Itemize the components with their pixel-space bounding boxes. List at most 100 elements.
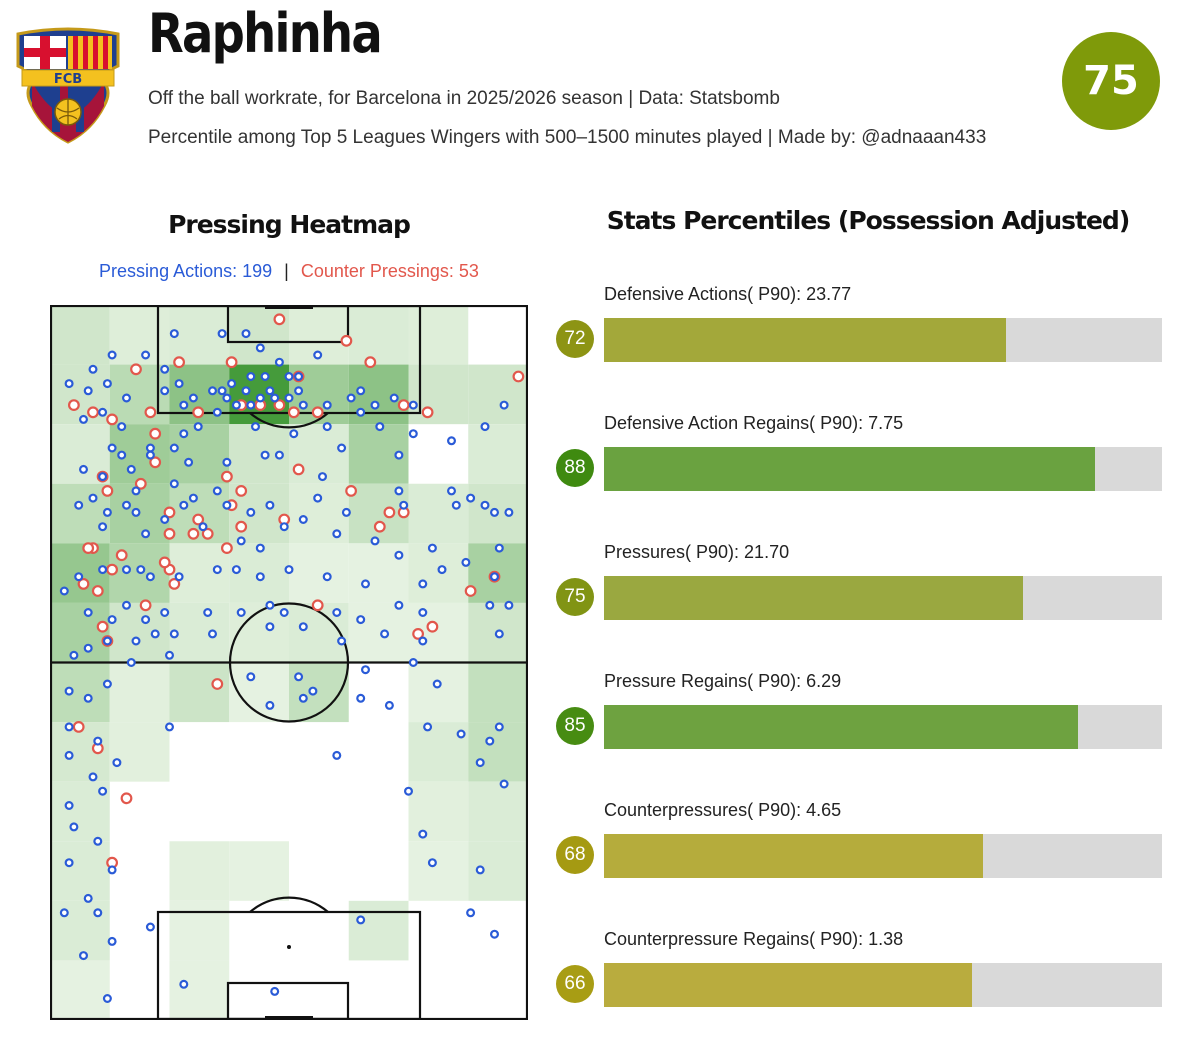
pressing-action-point (332, 750, 342, 760)
heatmap-cell (169, 662, 230, 723)
pressing-action-point (102, 636, 112, 646)
counter-pressing-point (192, 513, 205, 526)
pressing-action-point (270, 393, 280, 403)
counter-pressing-point (211, 678, 224, 690)
pressing-action-point (83, 608, 93, 618)
pressing-action-point (404, 786, 414, 796)
pressing-action-point (241, 386, 251, 396)
counter-pressing-point (163, 527, 176, 540)
pressing-action-point (284, 565, 294, 575)
pressing-action-point (356, 693, 366, 703)
pressing-action-point (255, 543, 265, 553)
pressing-action-point (389, 393, 399, 403)
counter-pressing-point (168, 578, 181, 590)
pressing-action-points (59, 329, 514, 1003)
top-penalty-arc (249, 412, 329, 429)
pressing-action-point (418, 579, 428, 589)
pressing-action-point (227, 379, 237, 389)
pressing-action-point (294, 672, 304, 682)
pressing-action-point (279, 608, 289, 618)
pressing-action-point (298, 622, 308, 632)
pressing-action-point (198, 522, 208, 532)
counter-pressing-point (77, 578, 90, 590)
pressing-action-point (394, 600, 404, 610)
counter-pressing-point (340, 334, 353, 347)
pressing-action-point (313, 493, 323, 503)
pressing-action-point (150, 629, 160, 639)
pressing-action-point (265, 622, 275, 632)
heatmap-cell (408, 364, 469, 425)
pressing-action-point (83, 693, 93, 703)
stat-row: Defensive Action Regains( P90): 7.75 88 (556, 413, 1162, 523)
pressing-action-point (217, 386, 227, 396)
pressing-action-point (126, 658, 136, 668)
pressing-action-point (356, 915, 366, 925)
pressing-action-point (260, 450, 270, 460)
pressing-action-point (164, 722, 174, 732)
heatmap-cell (109, 305, 170, 365)
pressing-action-point (423, 722, 433, 732)
pressing-action-point (64, 750, 74, 760)
pressing-action-point (203, 608, 213, 618)
counter-pressing-point (201, 527, 214, 540)
stat-label: Defensive Actions( P90): 23.77 (604, 284, 852, 304)
counter-pressing-point (87, 406, 99, 419)
overall-score-badge: 75 (1062, 32, 1160, 130)
percentile-bar-track (604, 576, 1162, 620)
bottom-penalty-spot (287, 945, 291, 949)
pressing-action-point (461, 557, 471, 567)
counter-pressing-point (273, 399, 286, 411)
pressing-action-point (169, 329, 179, 339)
pressing-action-point (494, 722, 504, 732)
pressing-action-point (141, 350, 151, 360)
pressing-action-point (284, 393, 294, 403)
pressing-action-point (98, 786, 108, 796)
heatmap-cell (348, 305, 409, 365)
heatmap-cell (109, 602, 170, 663)
pressing-action-point (332, 529, 342, 539)
pressing-action-point (394, 550, 404, 560)
pressing-action-point (332, 608, 342, 618)
heatmap-title: Pressing Heatmap (168, 210, 411, 239)
pressing-action-point (64, 801, 74, 811)
percentile-bar (604, 576, 1023, 620)
stat-label: Counterpressure Regains( P90): 1.38 (604, 929, 904, 949)
counter-pressing-point (139, 599, 152, 612)
pressing-action-point (160, 515, 170, 525)
heatmap-cell (348, 602, 409, 663)
counter-pressing-point (187, 527, 200, 540)
heatmap-cell (50, 841, 110, 901)
pressing-action-point (145, 443, 155, 453)
barcelona-crest-logo: FCB (16, 27, 120, 144)
pressing-action-point (179, 429, 189, 439)
counter-pressing-point (120, 792, 133, 805)
counter-pressing-point (464, 585, 477, 597)
heatmap-cell (408, 305, 469, 365)
percentile-bar-track (604, 705, 1162, 749)
heatmap-cell (408, 662, 469, 723)
pressing-action-point (346, 393, 356, 403)
percentile-bar (604, 834, 984, 878)
pressing-action-point (265, 386, 275, 396)
pressing-action-point (274, 450, 284, 460)
pressing-action-point (418, 829, 428, 839)
counter-pressing-point (311, 406, 324, 419)
pressing-action-point (265, 500, 275, 510)
percentile-bar-track (604, 318, 1162, 362)
pressing-action-point (499, 400, 509, 410)
pressing-action-point (193, 422, 203, 432)
pressing-action-point (145, 572, 155, 582)
pressing-action-point (212, 565, 222, 575)
pressing-action-point (270, 986, 280, 996)
heatmap-cell (468, 424, 528, 484)
pressing-action-point (361, 665, 371, 675)
counter-pressing-point (311, 599, 324, 612)
counter-pressing-point (158, 556, 171, 569)
counter-pressing-point (426, 620, 439, 633)
pressing-action-point (246, 672, 256, 682)
heatmap-cell (50, 602, 110, 663)
heatmap-cell (169, 602, 230, 663)
pressing-action-point (64, 686, 74, 696)
percentile-bar-track (604, 447, 1162, 491)
percentile-bar-track (604, 963, 1162, 1007)
